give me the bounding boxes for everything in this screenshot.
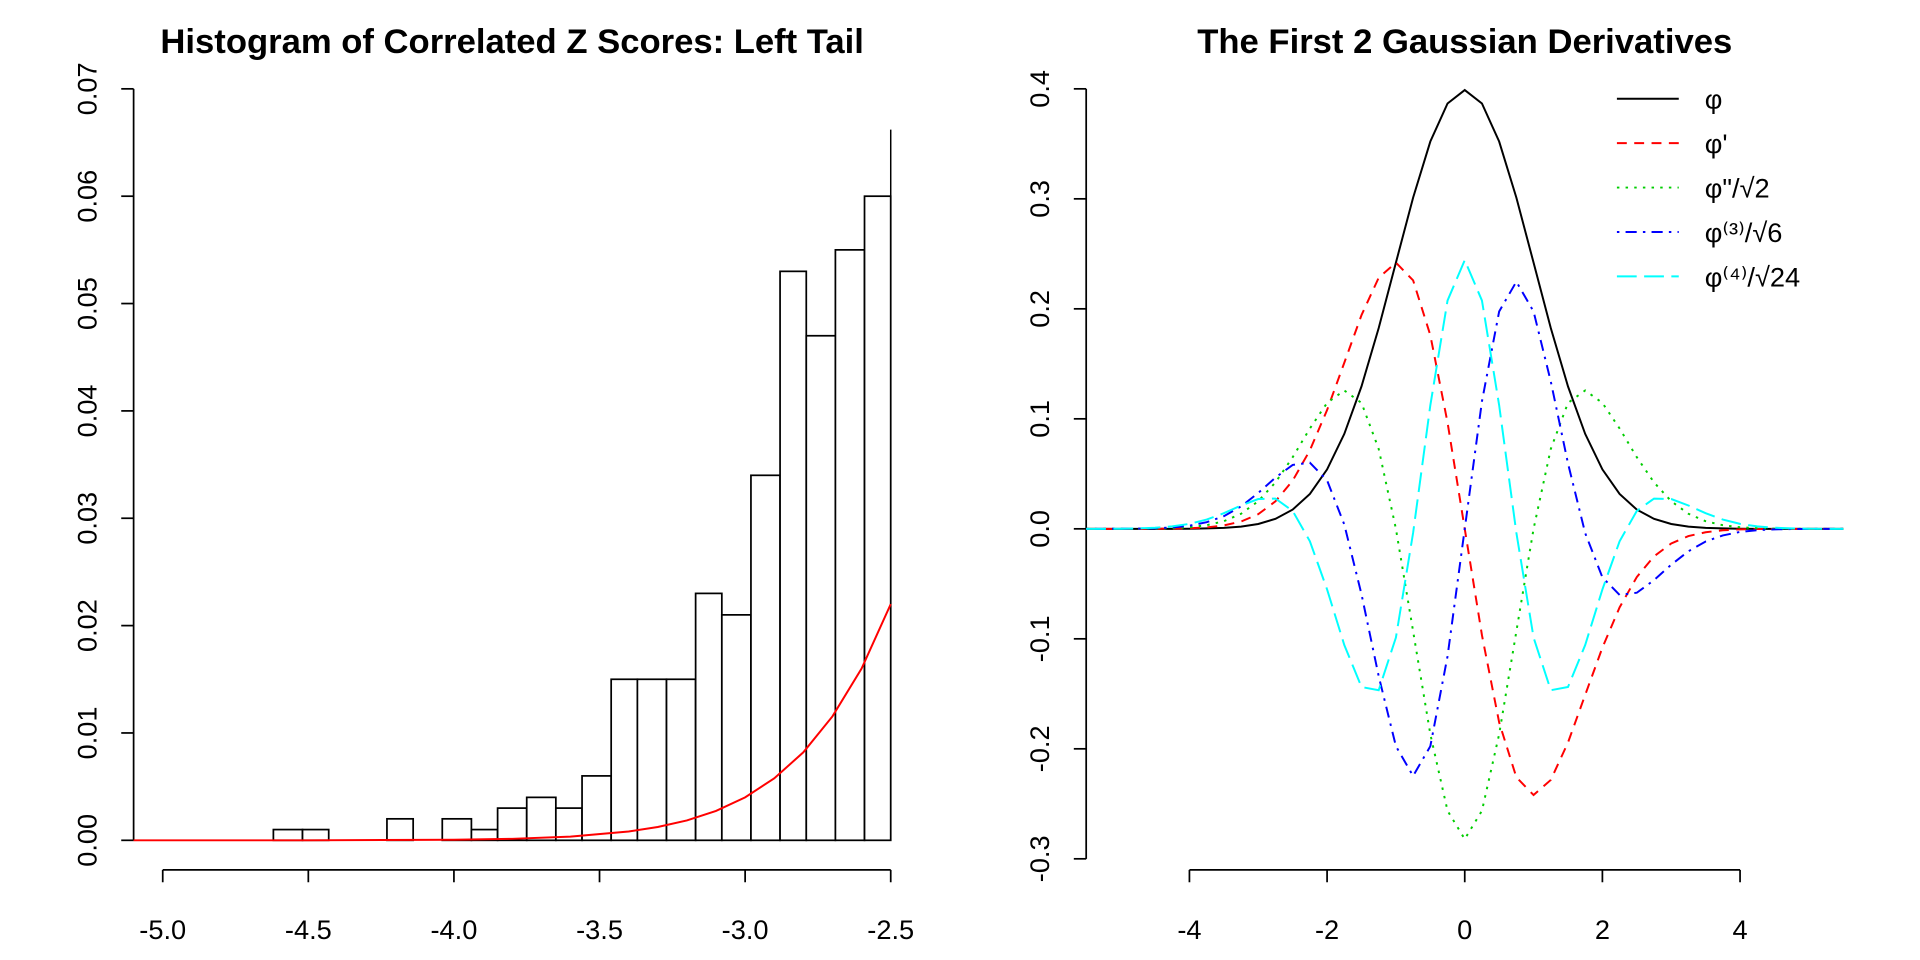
x-tick-label: 4 bbox=[1732, 914, 1747, 945]
chart-title: The First 2 Gaussian Derivatives bbox=[1197, 23, 1732, 61]
bar bbox=[750, 474, 781, 842]
y-tick-label: 0.2 bbox=[1024, 290, 1055, 328]
y-tick-label: 0.04 bbox=[71, 384, 102, 437]
bar bbox=[301, 828, 330, 842]
bar bbox=[386, 817, 415, 842]
legend-label: φ⁽⁴⁾/√24 bbox=[1705, 261, 1800, 292]
y-tick-label: -0.1 bbox=[1024, 615, 1055, 662]
bar bbox=[863, 195, 892, 842]
bar bbox=[665, 678, 697, 842]
series-line bbox=[1086, 257, 1844, 692]
x-tick-label: -3.5 bbox=[576, 914, 623, 945]
y-tick-label: 0.4 bbox=[1024, 70, 1055, 108]
x-tick-label: -4.0 bbox=[430, 914, 477, 945]
bar bbox=[636, 678, 668, 842]
bar bbox=[441, 817, 473, 842]
series-line bbox=[1086, 88, 1844, 530]
x-tick-label: -4.5 bbox=[285, 914, 332, 945]
y-tick-label: 0.07 bbox=[71, 62, 102, 115]
y-tick-label: 0.0 bbox=[1024, 510, 1055, 548]
bar bbox=[496, 807, 528, 842]
y-tick-label: 0.05 bbox=[71, 277, 102, 330]
y-tick-label: 0.00 bbox=[71, 814, 102, 867]
y-tick-label: 0.03 bbox=[71, 492, 102, 545]
bar bbox=[610, 678, 639, 842]
x-tick-label: -3.0 bbox=[722, 914, 769, 945]
bar bbox=[805, 334, 837, 842]
bar bbox=[720, 614, 752, 842]
series-line bbox=[1086, 279, 1844, 778]
legend-label: φ"/√2 bbox=[1705, 172, 1770, 203]
y-tick-label: 0.01 bbox=[71, 707, 102, 760]
legend-label: φ bbox=[1705, 84, 1723, 115]
density-curve bbox=[133, 603, 892, 842]
x-tick-label: 0 bbox=[1457, 914, 1472, 945]
x-tick-label: 2 bbox=[1595, 914, 1610, 945]
x-tick-label: -4 bbox=[1177, 914, 1201, 945]
x-tick-label: -2.5 bbox=[867, 914, 914, 945]
y-tick-label: 0.3 bbox=[1024, 180, 1055, 218]
y-tick-label: 0.06 bbox=[71, 170, 102, 223]
bar bbox=[525, 796, 557, 842]
legend-label: φ⁽³⁾/√6 bbox=[1705, 217, 1783, 248]
y-tick-label: 0.1 bbox=[1024, 400, 1055, 438]
x-tick-label: -5.0 bbox=[139, 914, 186, 945]
x-tick-label: -2 bbox=[1315, 914, 1339, 945]
y-tick-label: -0.2 bbox=[1024, 725, 1055, 772]
bar bbox=[694, 592, 723, 842]
bar bbox=[834, 249, 866, 842]
y-tick-label: -0.3 bbox=[1024, 835, 1055, 882]
legend-label: φ' bbox=[1705, 128, 1728, 159]
bar bbox=[779, 270, 808, 842]
bar bbox=[581, 775, 613, 842]
y-tick-label: 0.02 bbox=[71, 599, 102, 652]
bar bbox=[272, 828, 304, 842]
chart-title: Histogram of Correlated Z Scores: Left T… bbox=[160, 23, 863, 61]
